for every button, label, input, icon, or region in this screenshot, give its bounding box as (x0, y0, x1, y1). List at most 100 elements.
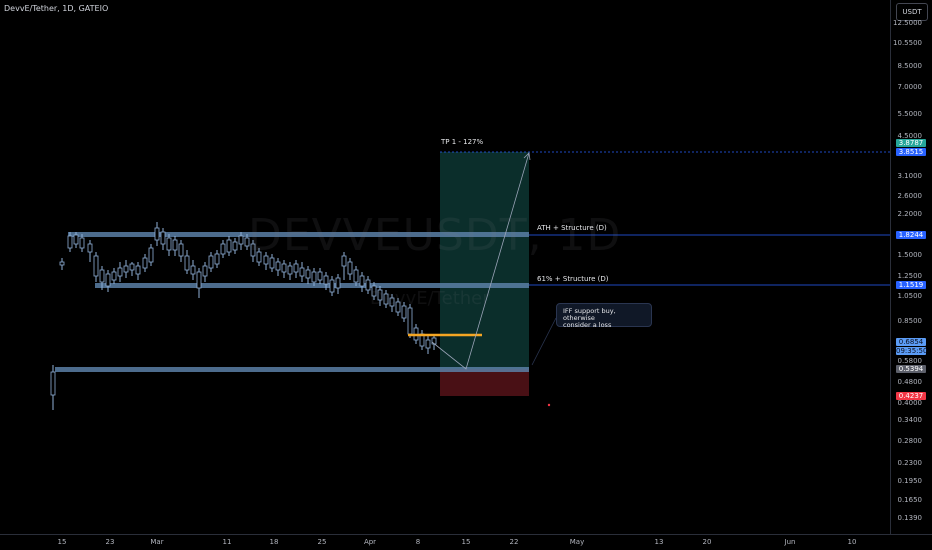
chart-area[interactable]: DEVVEUSDT, 1D DevvE/Tether DevvE/Tether,… (0, 0, 890, 534)
support-band (55, 367, 529, 372)
date-tick: May (569, 538, 585, 546)
candle-body (359, 275, 365, 287)
candle-body (323, 275, 329, 285)
candle-body (148, 247, 154, 263)
loss-zone (440, 369, 529, 396)
candle-body (353, 269, 359, 283)
price-tick: 0.2800 (897, 437, 923, 445)
candle-body (50, 371, 56, 396)
marker-dot (547, 403, 551, 407)
candle-body (93, 255, 99, 277)
candle-body (99, 269, 105, 283)
candle-body (226, 239, 232, 253)
price-tick: 1.2500 (897, 272, 923, 280)
callout-note[interactable]: IFF support buy, otherwise consider a lo… (556, 303, 652, 329)
price-tick: 0.1390 (897, 514, 923, 522)
candle-body (184, 255, 190, 271)
candle-body (172, 239, 178, 251)
ath-structure-label[interactable]: ATH + Structure (D) (537, 224, 607, 232)
date-tick: 15 (461, 538, 471, 546)
candle-body (87, 243, 93, 253)
candle-body (160, 231, 166, 245)
watermark-symbol: DEVVEUSDT, 1D (248, 210, 622, 261)
tp-label[interactable]: TP 1 - 127% (441, 138, 484, 146)
support-price-badge: 0.5394 (896, 365, 926, 373)
candle-body (73, 234, 79, 245)
candle-body (269, 257, 275, 269)
candle-body (293, 263, 299, 273)
candle-body (111, 271, 117, 281)
candle-body (401, 305, 407, 319)
candle-body (281, 263, 287, 273)
price-tick: 7.0000 (897, 83, 923, 91)
candle-body (59, 261, 65, 266)
projection-arrowhead (523, 152, 531, 161)
candle-body (383, 293, 389, 305)
candle-body (79, 237, 85, 249)
price-tick: 0.4000 (897, 399, 923, 407)
candle-body (196, 271, 202, 289)
current-price-badge: 0.6854 (896, 338, 926, 346)
price-tick: 2.2000 (897, 210, 923, 218)
candle-body (365, 279, 371, 291)
date-tick: Mar (150, 538, 164, 546)
date-tick: 8 (415, 538, 421, 546)
date-tick: 22 (509, 538, 519, 546)
candle-body (317, 271, 323, 281)
candle-body (305, 269, 311, 279)
price-tick: 0.1650 (897, 496, 923, 504)
price-tick: 1.0500 (897, 292, 923, 300)
candle-body (214, 253, 220, 265)
candle-body (347, 261, 353, 275)
ath-price-badge: 1.8244 (896, 231, 926, 239)
price-tick: 0.8500 (897, 317, 923, 325)
fib-structure-label[interactable]: 61% + Structure (D) (537, 275, 609, 283)
date-tick: 13 (654, 538, 664, 546)
candle-body (263, 255, 269, 265)
fib-price-badge: 1.1519 (896, 281, 926, 289)
candle-body (275, 261, 281, 271)
price-tick: 0.4800 (897, 378, 923, 386)
chart-canvas[interactable] (0, 0, 890, 534)
price-tick: 4.5000 (897, 132, 923, 140)
symbol-title[interactable]: DevvE/Tether, 1D, GATEIO (4, 4, 109, 13)
callout-line-2: consider a loss (563, 321, 612, 329)
price-tick: 1.5000 (897, 251, 923, 259)
date-tick: 23 (105, 538, 115, 546)
countdown-badge: 09:35:50 (896, 347, 928, 355)
date-tick: 20 (702, 538, 712, 546)
price-tick: 8.5000 (897, 62, 923, 70)
candle-body (190, 265, 196, 275)
price-tick: 5.5000 (897, 110, 923, 118)
price-tick: 12.5000 (893, 19, 922, 27)
candle-body (389, 297, 395, 307)
candle-body (311, 271, 317, 283)
price-tick: 0.2300 (897, 459, 923, 467)
candle-body (244, 237, 250, 247)
candle-body (425, 339, 431, 349)
price-tick: 0.3400 (897, 416, 923, 424)
candle-body (154, 227, 160, 241)
price-axis[interactable]: USDT 12.5000 10.5500 8.5000 7.0000 5.500… (890, 0, 932, 534)
time-axis[interactable]: 15 23 Mar 11 18 25 Apr 8 15 22 May 13 20… (0, 534, 932, 550)
candle-body (256, 251, 262, 263)
currency-button[interactable]: USDT (896, 3, 928, 21)
candle-body (123, 265, 129, 273)
candle-body (208, 255, 214, 269)
tp-top-price-badge: 3.8787 (896, 139, 926, 147)
candle-body (232, 241, 238, 251)
callout-pointer (531, 317, 557, 366)
candle-body (220, 243, 226, 255)
candle-body (377, 289, 383, 301)
candle-body (202, 265, 208, 277)
tp-bottom-price-badge: 3.8515 (896, 148, 926, 156)
price-tick: 3.1000 (897, 172, 923, 180)
date-tick: Jun (784, 538, 796, 546)
fib-structure-band (95, 283, 529, 288)
candle-body (142, 257, 148, 269)
date-tick: 11 (222, 538, 232, 546)
price-tick: 0.5800 (897, 357, 923, 365)
candle-body (67, 235, 73, 249)
candle-body (117, 267, 123, 277)
candle-body (329, 279, 335, 293)
